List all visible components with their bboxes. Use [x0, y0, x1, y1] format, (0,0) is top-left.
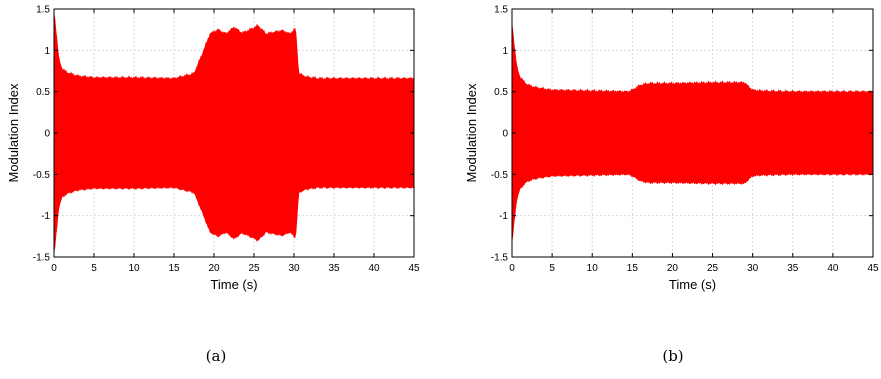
x-tick-label: 35 [328, 263, 340, 274]
y-tick-label: 0.5 [494, 87, 508, 98]
y-tick-label: -1.5 [33, 253, 51, 264]
x-tick-label: 20 [208, 263, 220, 274]
x-tick-label: 25 [248, 263, 260, 274]
y-axis-label: Modulation Index [6, 83, 21, 183]
panel-caption: (b) [662, 347, 683, 365]
x-tick-label: 5 [91, 263, 97, 274]
panel-caption: (a) [206, 347, 227, 365]
x-axis-label: Time (s) [210, 277, 257, 292]
chart-panel-a: 0 5 10 15 20 25 30 35 40 45 -1.5 -1 -0.5 0 0.5 1 1.5 Time… [6, 5, 420, 366]
x-tick-label: 15 [168, 263, 180, 274]
x-tick-label: 45 [867, 263, 879, 274]
x-tick-label: 30 [288, 263, 300, 274]
x-tick-label: 25 [707, 263, 719, 274]
y-tick-label: -0.5 [33, 170, 51, 181]
x-tick-label: 10 [587, 263, 599, 274]
y-tick-label: 0 [44, 129, 50, 140]
chart-panel-b: 0 5 10 15 20 25 30 35 40 45 -1.5 -1 -0.5 0 0.5 1 1.5 Time… [464, 5, 879, 366]
x-tick-label: 20 [667, 263, 679, 274]
y-tick-label: -1 [499, 211, 508, 222]
y-tick-label: 1.5 [494, 5, 508, 16]
x-tick-label: 45 [408, 263, 420, 274]
y-tick-label: 1 [502, 46, 508, 57]
x-tick-label: 0 [51, 263, 57, 274]
x-axis-label: Time (s) [669, 277, 716, 292]
y-axis-label: Modulation Index [464, 83, 479, 183]
y-tick-label: -1.5 [491, 253, 509, 264]
y-tick-label: -1 [41, 211, 50, 222]
y-tick-label: 0 [502, 129, 508, 140]
x-tick-label: 40 [827, 263, 839, 274]
y-tick-label: 1.5 [36, 5, 50, 16]
y-tick-label: 0.5 [36, 87, 50, 98]
x-tick-label: 10 [128, 263, 140, 274]
y-tick-label: 1 [44, 46, 50, 57]
y-tick-label: -0.5 [491, 170, 509, 181]
x-tick-label: 15 [627, 263, 639, 274]
x-tick-label: 35 [787, 263, 799, 274]
x-tick-label: 40 [368, 263, 380, 274]
x-tick-label: 0 [509, 263, 515, 274]
x-tick-label: 30 [747, 263, 759, 274]
x-tick-label: 5 [549, 263, 555, 274]
